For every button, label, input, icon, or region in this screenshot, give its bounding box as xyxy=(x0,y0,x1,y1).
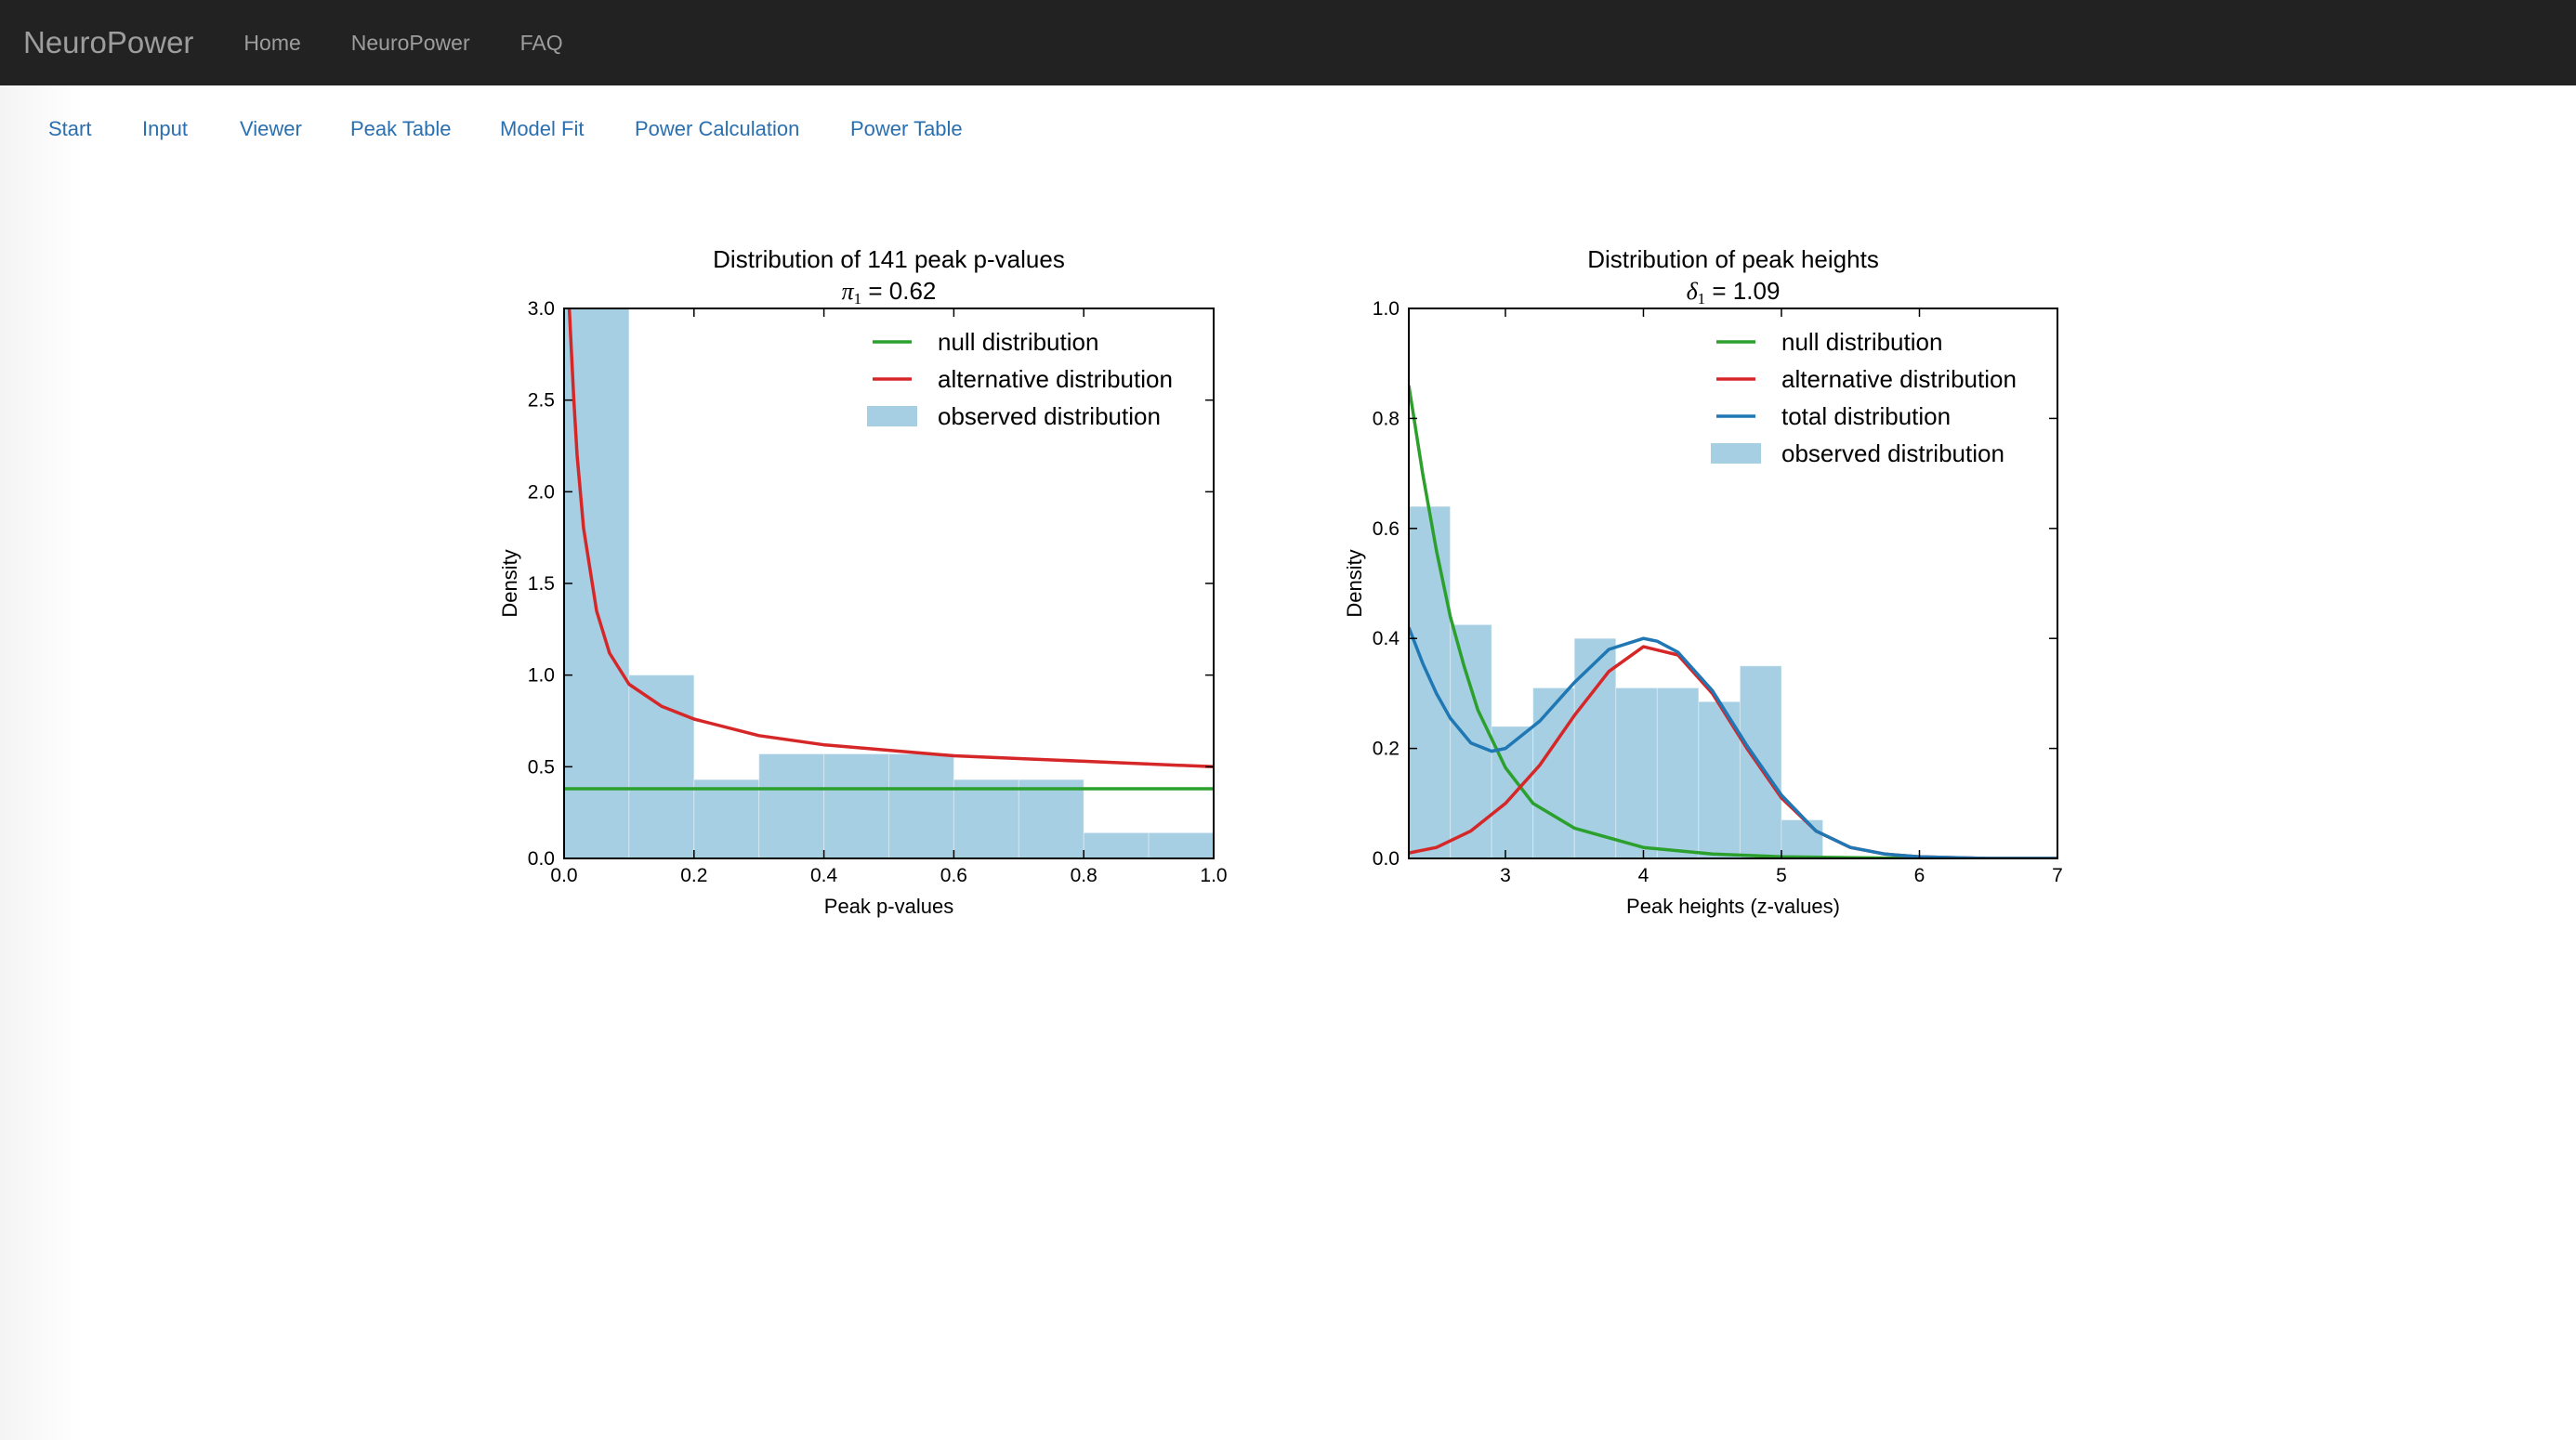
plot-frame xyxy=(1408,308,2058,859)
y-tick-label: 1.0 xyxy=(1373,298,1400,320)
subtitle-symbol: δ xyxy=(1687,278,1699,305)
legend-entry-label: null distribution xyxy=(1781,328,1942,356)
nav-neuropower[interactable]: NeuroPower xyxy=(350,30,470,55)
histogram-bar xyxy=(1615,687,1658,858)
top-navbar: NeuroPower Home NeuroPower FAQ xyxy=(0,0,2576,85)
histogram-bar xyxy=(758,753,825,858)
x-tick-label: 7 xyxy=(2052,865,2063,886)
chart-title: Distribution of peak heights xyxy=(1587,245,1879,273)
y-tick-label: 0.0 xyxy=(1373,848,1400,870)
histogram-bar xyxy=(1656,687,1700,858)
subnav-power-calculation[interactable]: Power Calculation xyxy=(635,117,800,140)
series-lines xyxy=(564,308,1214,791)
subnav-input[interactable]: Input xyxy=(142,117,188,140)
histogram-bar xyxy=(1409,505,1452,858)
null-distribution-line xyxy=(1409,385,2057,858)
histogram-bars xyxy=(1409,505,1824,858)
subnav-model-fit[interactable]: Model Fit xyxy=(500,117,585,140)
histogram-bar xyxy=(628,674,695,858)
x-tick-label: 0.6 xyxy=(940,865,967,886)
histogram-bar xyxy=(1083,831,1150,858)
x-axis-label: Peak p-values xyxy=(824,895,953,918)
x-tick-label: 6 xyxy=(1914,865,1925,886)
alternative-distribution-line xyxy=(567,308,1214,769)
y-tick-label: 2.5 xyxy=(528,390,555,412)
histogram-bar xyxy=(1532,687,1575,858)
chart-subtitle: δ1 = 1.09 xyxy=(1687,277,1781,308)
legend-swatch-patch xyxy=(1711,443,1761,464)
y-tick-label: 2.0 xyxy=(528,481,555,503)
legend-entry-label: alternative distribution xyxy=(938,365,1173,393)
x-tick-label: 1.0 xyxy=(1200,865,1227,886)
subtitle-subscript: 1 xyxy=(854,290,862,308)
chart-1: 0.0 0.2 0.4 0.6 0.8 1.0 0.0 0.5 1.0 1.5 2.0 2.5 3.0 P… xyxy=(498,245,1228,918)
subnav-peak-table[interactable]: Peak Table xyxy=(350,117,452,140)
nav-home[interactable]: Home xyxy=(243,30,301,55)
legend-entry-label: total distribution xyxy=(1781,402,1951,430)
y-tick-label: 3.0 xyxy=(528,298,555,320)
histogram-bar xyxy=(1148,831,1214,858)
y-tick-label: 0.4 xyxy=(1373,628,1400,649)
x-tick-label: 3 xyxy=(1500,865,1511,886)
histogram-bar xyxy=(1781,819,1824,858)
histogram-bar xyxy=(564,308,630,858)
y-tick-label: 0.0 xyxy=(528,848,555,870)
subtitle-symbol: π xyxy=(842,278,855,305)
chart-subtitle: π1 = 0.62 xyxy=(842,277,937,308)
x-tick-label: 0.8 xyxy=(1071,865,1097,886)
histogram-bar xyxy=(1491,726,1534,858)
histogram-bar xyxy=(1739,665,1782,858)
y-tick-label: 0.6 xyxy=(1373,518,1400,540)
histogram-bar xyxy=(953,779,1019,858)
y-axis-label: Density xyxy=(498,549,521,617)
legend-entry-label: observed distribution xyxy=(938,402,1161,430)
series-lines xyxy=(1409,385,2057,858)
y-tick-label: 0.8 xyxy=(1373,408,1400,429)
legend-swatch-patch xyxy=(867,406,917,426)
chart-2: 3 4 5 6 7 0.0 0.2 0.4 0.6 0.8 1.0 Peak heights (z-v… xyxy=(1343,245,2063,918)
y-tick-label: 0.5 xyxy=(528,756,555,778)
x-tick-label: 0.0 xyxy=(550,865,577,886)
legend: null distribution alternative distributio… xyxy=(1711,328,2017,467)
x-tick-label: 0.2 xyxy=(680,865,707,886)
y-tick-label: 1.0 xyxy=(528,665,555,687)
y-tick-label: 1.5 xyxy=(528,573,555,595)
histogram-bar xyxy=(888,753,954,858)
subtitle-subscript: 1 xyxy=(1698,290,1706,308)
subtitle-value: = 1.09 xyxy=(1705,277,1780,305)
histogram-bars xyxy=(564,308,1214,858)
y-tick-label: 0.2 xyxy=(1373,739,1400,760)
legend: null distribution alternative distributio… xyxy=(867,328,1173,430)
y-axis-label: Density xyxy=(1343,549,1366,617)
legend-entry-label: null distribution xyxy=(938,328,1098,356)
legend-entry-label: observed distribution xyxy=(1781,439,2004,467)
x-tick-label: 5 xyxy=(1776,865,1787,886)
subnav-viewer[interactable]: Viewer xyxy=(240,117,302,140)
histogram-bar xyxy=(1018,779,1084,858)
x-axis-label: Peak heights (z-values) xyxy=(1626,895,1840,918)
total-distribution-line xyxy=(1409,626,2057,858)
legend-entry-label: alternative distribution xyxy=(1781,365,2017,393)
subtitle-value: = 0.62 xyxy=(861,277,936,305)
chart-title: Distribution of 141 peak p-values xyxy=(713,245,1065,273)
nav-faq[interactable]: FAQ xyxy=(519,30,563,55)
histogram-bar xyxy=(823,753,889,858)
subnav-start[interactable]: Start xyxy=(48,117,92,140)
x-tick-label: 0.4 xyxy=(810,865,838,886)
histogram-bar xyxy=(693,779,760,858)
subnav-power-table[interactable]: Power Table xyxy=(850,117,963,140)
x-tick-label: 4 xyxy=(1638,865,1649,886)
brand-link[interactable]: NeuroPower xyxy=(23,25,194,59)
